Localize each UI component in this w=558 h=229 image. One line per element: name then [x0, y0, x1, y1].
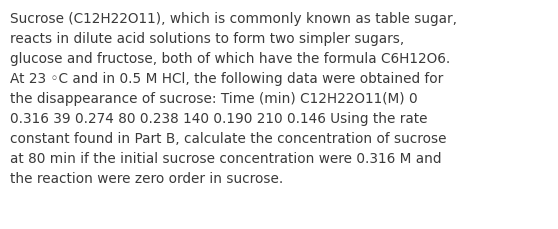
- Text: Sucrose (C12H22O11), which is commonly known as table sugar,
reacts in dilute ac: Sucrose (C12H22O11), which is commonly k…: [10, 12, 457, 185]
